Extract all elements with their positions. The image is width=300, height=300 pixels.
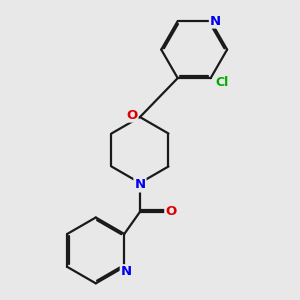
Text: N: N xyxy=(210,15,221,28)
Text: N: N xyxy=(121,265,132,278)
Text: Cl: Cl xyxy=(215,76,229,89)
Text: O: O xyxy=(165,206,176,218)
Text: N: N xyxy=(134,178,146,191)
Text: O: O xyxy=(126,109,138,122)
